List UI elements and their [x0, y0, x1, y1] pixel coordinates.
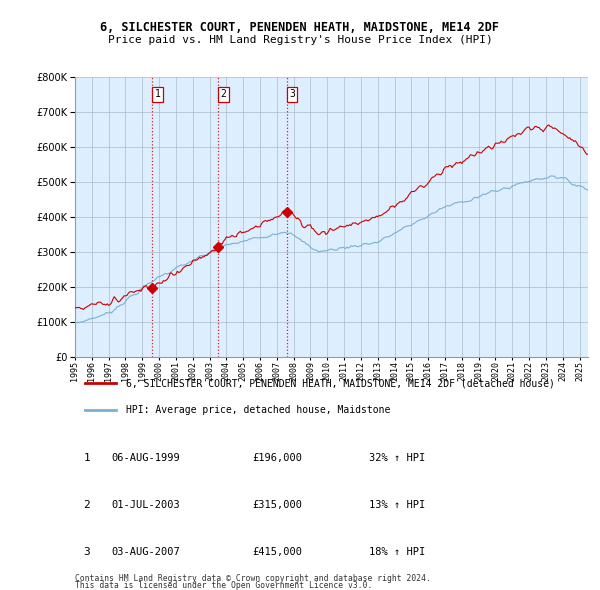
Text: £315,000: £315,000 — [252, 500, 302, 510]
Text: HPI: Average price, detached house, Maidstone: HPI: Average price, detached house, Maid… — [127, 405, 391, 415]
Text: Price paid vs. HM Land Registry's House Price Index (HPI): Price paid vs. HM Land Registry's House … — [107, 35, 493, 45]
Text: This data is licensed under the Open Government Licence v3.0.: This data is licensed under the Open Gov… — [75, 581, 373, 590]
Text: 2: 2 — [83, 500, 91, 510]
Text: 06-AUG-1999: 06-AUG-1999 — [111, 453, 180, 463]
Text: £415,000: £415,000 — [252, 548, 302, 557]
Text: Contains HM Land Registry data © Crown copyright and database right 2024.: Contains HM Land Registry data © Crown c… — [75, 573, 431, 583]
Text: 1: 1 — [155, 89, 160, 99]
Text: 2: 2 — [220, 89, 226, 99]
Text: 6, SILCHESTER COURT, PENENDEN HEATH, MAIDSTONE, ME14 2DF: 6, SILCHESTER COURT, PENENDEN HEATH, MAI… — [101, 21, 499, 34]
Text: 13% ↑ HPI: 13% ↑ HPI — [369, 500, 425, 510]
Text: £196,000: £196,000 — [252, 453, 302, 463]
Text: 18% ↑ HPI: 18% ↑ HPI — [369, 548, 425, 557]
Text: 01-JUL-2003: 01-JUL-2003 — [111, 500, 180, 510]
Text: 3: 3 — [83, 548, 91, 557]
Text: 03-AUG-2007: 03-AUG-2007 — [111, 548, 180, 557]
Text: 6, SILCHESTER COURT, PENENDEN HEATH, MAIDSTONE, ME14 2DF (detached house): 6, SILCHESTER COURT, PENENDEN HEATH, MAI… — [127, 378, 555, 388]
Text: 1: 1 — [83, 453, 91, 463]
Text: 32% ↑ HPI: 32% ↑ HPI — [369, 453, 425, 463]
Text: 3: 3 — [289, 89, 295, 99]
